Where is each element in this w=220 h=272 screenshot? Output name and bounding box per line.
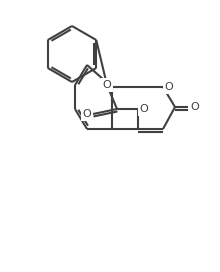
Text: O: O — [83, 109, 91, 119]
Text: O: O — [140, 104, 148, 114]
Text: O: O — [165, 82, 173, 92]
Text: O: O — [103, 80, 111, 90]
Text: O: O — [191, 102, 199, 112]
